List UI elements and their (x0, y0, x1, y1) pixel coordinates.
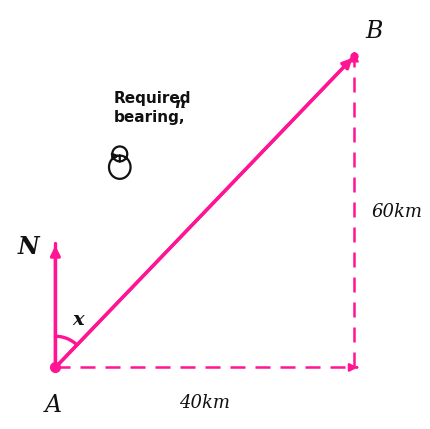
Text: x: x (72, 311, 84, 329)
Text: N: N (18, 235, 39, 259)
Text: A: A (45, 394, 61, 417)
Text: n: n (173, 97, 184, 111)
Text: B: B (364, 21, 381, 43)
Text: 40km: 40km (179, 394, 230, 412)
Text: Required
bearing,: Required bearing, (113, 91, 190, 125)
Text: 60km: 60km (370, 202, 421, 221)
